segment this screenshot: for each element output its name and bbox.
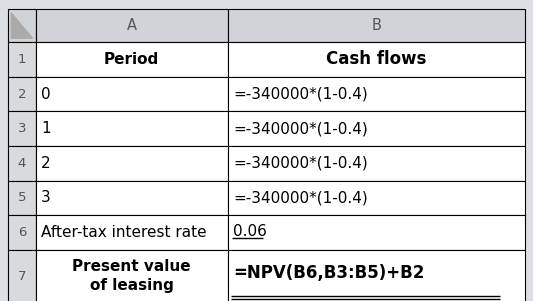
Bar [36,146,228,181]
Text: 4: 4 [18,157,26,170]
Text: =-340000*(1-0.4): =-340000*(1-0.4) [233,87,368,101]
Bar [8,215,36,250]
Text: 7: 7 [18,270,26,283]
Text: 6: 6 [18,226,26,239]
Bar [8,42,36,77]
Bar [36,77,228,111]
Bar [228,42,525,77]
Bar [8,250,36,301]
Text: 1: 1 [41,121,51,136]
Text: 3: 3 [18,122,26,135]
Bar [8,111,36,146]
Text: =-340000*(1-0.4): =-340000*(1-0.4) [233,191,368,205]
Bar [228,146,525,181]
Bar [228,250,525,301]
Bar [36,215,228,250]
Text: Present value
of leasing: Present value of leasing [72,259,191,293]
Text: 0: 0 [41,87,51,101]
Text: B: B [372,18,381,33]
Bar [8,181,36,215]
Text: 1: 1 [18,53,26,66]
Bar [228,111,525,146]
Bar [8,9,36,42]
Text: 2: 2 [41,156,51,171]
Text: Period: Period [104,52,159,67]
Text: =-340000*(1-0.4): =-340000*(1-0.4) [233,121,368,136]
Bar [36,42,228,77]
Text: 5: 5 [18,191,26,204]
Text: Cash flows: Cash flows [326,51,426,68]
Bar [36,250,228,301]
Text: 0.06: 0.06 [233,224,267,238]
Bar [228,9,525,42]
Text: A: A [127,18,136,33]
Bar [228,215,525,250]
Text: =NPV(B6,B3:B5)+B2: =NPV(B6,B3:B5)+B2 [233,264,424,281]
Polygon shape [11,13,33,38]
Text: 3: 3 [41,191,51,205]
Bar [8,77,36,111]
Text: =-340000*(1-0.4): =-340000*(1-0.4) [233,156,368,171]
Bar [8,146,36,181]
Bar [36,181,228,215]
Bar [36,111,228,146]
Bar [228,77,525,111]
Text: After-tax interest rate: After-tax interest rate [41,225,207,240]
Bar [36,9,228,42]
Bar [228,181,525,215]
Text: 2: 2 [18,88,26,101]
